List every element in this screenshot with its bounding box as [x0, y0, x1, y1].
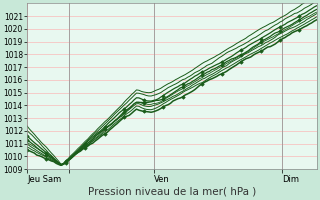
X-axis label: Pression niveau de la mer( hPa ): Pression niveau de la mer( hPa ) [88, 187, 256, 197]
